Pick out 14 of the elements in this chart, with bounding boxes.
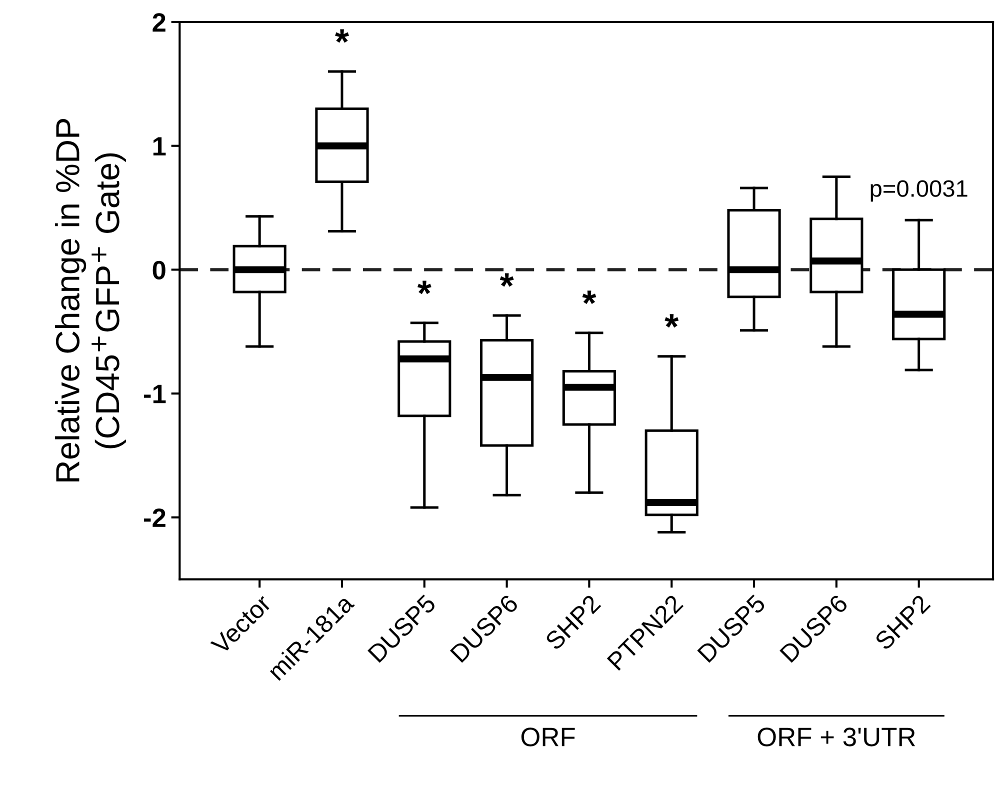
- annotation: *: [582, 290, 596, 304]
- annotation: *: [335, 29, 349, 43]
- y-tick-label: 2: [152, 13, 166, 32]
- annotation: p=0.0031: [870, 180, 968, 202]
- y-tick-label: 1: [153, 137, 166, 156]
- annotation: *: [500, 273, 514, 287]
- y-tick-label: -2: [144, 508, 166, 527]
- annotation: *: [417, 280, 432, 294]
- y-axis-title: Relative Change in %DP (CD45$^{+}$GFP$^{+}$ Gate): [55, 118, 126, 482]
- y-tick-label: -1: [144, 384, 166, 404]
- y-tick-label: 0: [152, 260, 166, 280]
- text: ORF + 3'UTR: [758, 728, 916, 746]
- text: ORF: [521, 728, 575, 746]
- annotation: *: [664, 314, 679, 328]
